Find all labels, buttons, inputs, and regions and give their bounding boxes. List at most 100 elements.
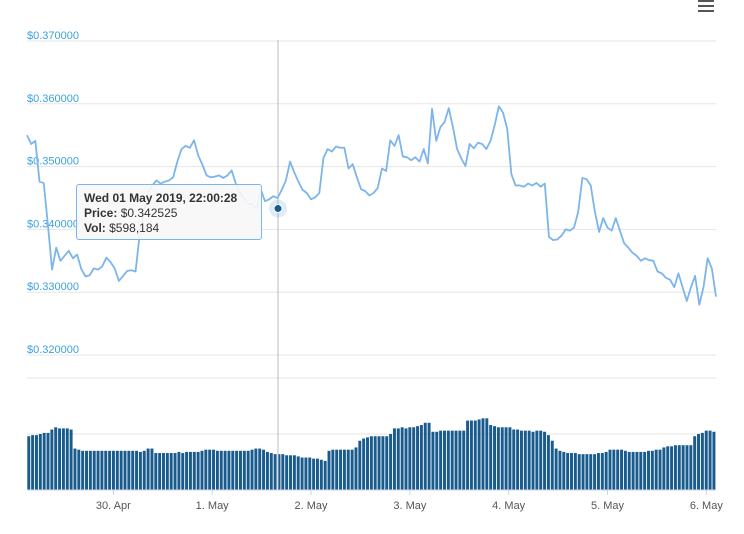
volume-bar xyxy=(550,440,554,490)
volume-bar xyxy=(165,453,169,490)
volume-bar xyxy=(38,434,42,490)
volume-bar xyxy=(269,453,273,490)
volume-bar xyxy=(42,432,46,490)
volume-bar xyxy=(92,450,96,490)
volume-bar xyxy=(162,453,165,490)
volume-bar xyxy=(635,451,639,490)
volume-bar xyxy=(31,435,35,490)
volume-bar xyxy=(654,449,658,490)
price-y-tick-label: $0.350000 xyxy=(27,156,79,168)
chart-menu-button[interactable] xyxy=(694,0,718,14)
volume-bar xyxy=(581,454,585,490)
volume-bar xyxy=(200,450,204,490)
price-y-tick-label: $0.340000 xyxy=(27,218,79,230)
volume-bar xyxy=(708,430,712,490)
volume-bar xyxy=(281,454,285,490)
volume-bar xyxy=(54,427,58,490)
volume-bar xyxy=(362,438,366,490)
volume-bar xyxy=(620,449,624,490)
volume-bar xyxy=(396,428,400,490)
volume-bar xyxy=(342,449,346,490)
tooltip-date: Wed 01 May 2019, 22:00:28 xyxy=(84,191,238,205)
volume-bar xyxy=(235,450,239,490)
volume-bar xyxy=(239,450,242,490)
volume-bar xyxy=(666,446,670,490)
volume-bar xyxy=(262,449,266,490)
volume-bar xyxy=(662,447,666,490)
volume-bar xyxy=(566,453,570,490)
volume-bar xyxy=(450,430,454,490)
volume-bar xyxy=(419,425,423,490)
volume-bar xyxy=(142,450,146,490)
volume-bar xyxy=(27,436,31,490)
volume-bar xyxy=(150,448,154,490)
volume-bar xyxy=(250,449,254,490)
volume-bar xyxy=(81,450,85,490)
price-tooltip: Wed 01 May 2019, 22:00:28 Price: $0.3425… xyxy=(76,184,262,240)
x-axis-labels: 30. Apr 1. May 2. May 3. May 4. May 5. May 6. … xyxy=(96,490,723,512)
volume-bar xyxy=(169,453,173,490)
volume-bar xyxy=(146,448,150,490)
volume-bar xyxy=(61,428,65,490)
volume-bar xyxy=(570,453,573,490)
volume-bar xyxy=(631,451,635,490)
volume-bar xyxy=(350,449,354,490)
tooltip-vol-label: Vol: xyxy=(84,221,106,235)
volume-bar xyxy=(593,454,597,490)
volume-bar xyxy=(381,436,385,490)
volume-bar xyxy=(431,431,435,490)
volume-bar xyxy=(512,429,516,490)
volume-bar xyxy=(416,426,420,490)
volume-bar xyxy=(400,427,404,490)
volume-bar xyxy=(227,450,231,490)
volume-bar xyxy=(689,445,693,490)
volume-bar xyxy=(46,432,50,490)
volume-bar xyxy=(115,450,119,490)
volume-bar xyxy=(469,420,473,490)
volume-bar xyxy=(196,451,200,490)
volume-bar xyxy=(623,450,627,490)
price-y-tick-label: $0.320000 xyxy=(27,344,79,356)
tooltip-price-value: $0.342525 xyxy=(120,206,178,220)
volume-bar xyxy=(685,445,689,490)
volume-bar xyxy=(289,455,292,490)
volume-bar xyxy=(315,458,319,490)
volume-bar xyxy=(650,450,654,490)
volume-bar xyxy=(427,422,431,490)
volume-bar xyxy=(673,445,677,490)
volume-bar xyxy=(335,449,339,490)
x-tick-label: 30. Apr xyxy=(96,500,131,512)
volume-bar xyxy=(296,456,300,490)
volume-bar xyxy=(489,425,493,490)
volume-bar xyxy=(516,429,520,490)
volume-bar xyxy=(585,454,589,490)
volume-bar xyxy=(500,427,504,490)
volume-bar xyxy=(58,428,62,490)
volume-bar xyxy=(423,422,427,490)
volume-bar xyxy=(108,450,112,490)
volume-bar xyxy=(292,455,296,490)
volume-bar xyxy=(111,450,115,490)
volume-bar xyxy=(504,427,508,490)
volume-bar xyxy=(443,430,446,490)
volume-bar xyxy=(373,436,377,490)
volume-bar xyxy=(519,430,523,490)
volume-bar xyxy=(135,450,139,490)
volume-bar xyxy=(35,435,38,490)
price-y-axis-labels: $0.370000 $0.360000 $0.350000 $0.340000 $0.3… xyxy=(27,30,79,356)
volume-bar xyxy=(246,450,250,490)
volume-bar xyxy=(496,427,500,490)
volume-bar xyxy=(485,418,489,490)
volume-bar xyxy=(389,434,393,490)
volume-bar xyxy=(254,448,258,490)
volume-bar xyxy=(339,449,343,490)
volume-gridlines xyxy=(27,377,716,435)
volume-bar xyxy=(531,431,535,490)
volume-bar xyxy=(412,427,416,490)
hover-point[interactable] xyxy=(273,204,283,214)
volume-bar xyxy=(123,450,127,490)
x-tick-label: 1. May xyxy=(196,500,230,512)
volume-bar xyxy=(616,449,620,490)
volume-bar xyxy=(523,430,527,490)
